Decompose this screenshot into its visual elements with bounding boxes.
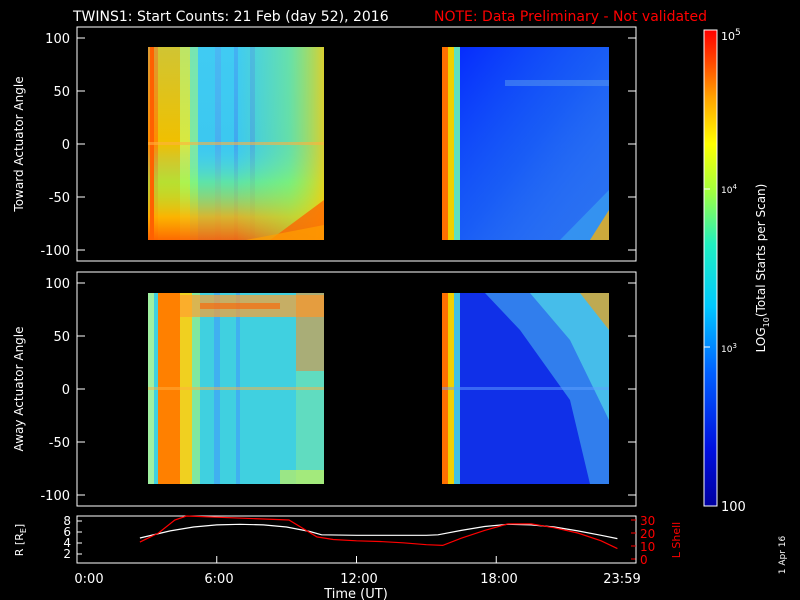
r-tick-6: 6 <box>63 525 71 539</box>
lshell-tick-20: 20 <box>640 527 655 541</box>
away-y-axis-label: Away Actuator Angle <box>12 326 26 451</box>
xtick-0000: 0:00 <box>74 572 103 587</box>
toward-y-axis <box>77 37 636 251</box>
toward-ytick-neg50: -50 <box>49 191 70 206</box>
away-y-axis <box>77 282 636 496</box>
colorbar-gradient <box>703 29 718 507</box>
colorbar-tick-100: 100 <box>721 500 746 515</box>
colorbar: 105 104 103 100 LOG10(Total Starts per S… <box>703 28 771 515</box>
orbit-lines <box>139 515 618 550</box>
toward-panel: 100 50 0 -50 -100 Toward Actuator Angle <box>12 26 637 262</box>
xtick-1800: 18:00 <box>480 572 517 587</box>
colorbar-tick-1e4: 104 <box>721 183 737 196</box>
lshell-tick-10: 10 <box>640 540 655 554</box>
away-ytick-neg100: -100 <box>40 489 70 504</box>
xtick-1200: 12:00 <box>340 572 377 587</box>
r-axis-label: R [RE] <box>13 524 28 556</box>
r-tick-2: 2 <box>63 547 71 561</box>
orbit-right-ticks <box>631 519 636 560</box>
preliminary-note: NOTE: Data Preliminary - Not validated <box>434 9 707 25</box>
away-heatmap-segment-1 <box>148 293 324 484</box>
toward-ytick-100: 100 <box>45 32 70 47</box>
lshell-tick-30: 30 <box>640 514 655 528</box>
xtick-2359: 23:59 <box>603 572 640 587</box>
r-tick-8: 8 <box>63 514 71 528</box>
toward-ytick-0: 0 <box>62 138 70 153</box>
toward-heatmap-segment-1 <box>148 47 324 240</box>
colorbar-tick-1e5: 105 <box>721 28 741 43</box>
orbit-plot-frame <box>76 515 637 564</box>
x-axis-label: Time (UT) <box>323 587 388 600</box>
chart-title: TWINS1: Start Counts: 21 Feb (day 52), 2… <box>72 9 389 25</box>
lshell-tick-0: 0 <box>640 553 648 567</box>
lshell-line <box>139 515 618 550</box>
orbit-panel: 8 6 4 2 R [RE] 30 20 10 0 L Shell 0:00 6… <box>13 514 683 600</box>
xtick-0600: 6:00 <box>204 572 233 587</box>
colorbar-tick-1e3: 103 <box>721 342 737 355</box>
toward-heatmap-segment-2 <box>442 47 609 240</box>
away-panel: 100 50 0 -50 -100 Away Actuator Angle <box>12 271 637 507</box>
away-ytick-50: 50 <box>53 330 70 345</box>
r-tick-4: 4 <box>63 536 71 550</box>
orbit-x-ticks <box>76 556 637 563</box>
away-ytick-0: 0 <box>62 383 70 398</box>
away-heatmap-segment-2 <box>442 293 609 484</box>
generation-date: 1 Apr 16 <box>778 535 788 574</box>
orbit-left-ticks <box>77 520 82 555</box>
colorbar-label: LOG10(Total Starts per Scan) <box>754 184 771 353</box>
toward-ytick-neg100: -100 <box>40 244 70 259</box>
away-ytick-neg50: -50 <box>49 436 70 451</box>
away-ytick-100: 100 <box>45 277 70 292</box>
toward-y-axis-label: Toward Actuator Angle <box>12 76 26 212</box>
lshell-axis-label: L Shell <box>670 522 683 558</box>
toward-ytick-50: 50 <box>53 85 70 100</box>
